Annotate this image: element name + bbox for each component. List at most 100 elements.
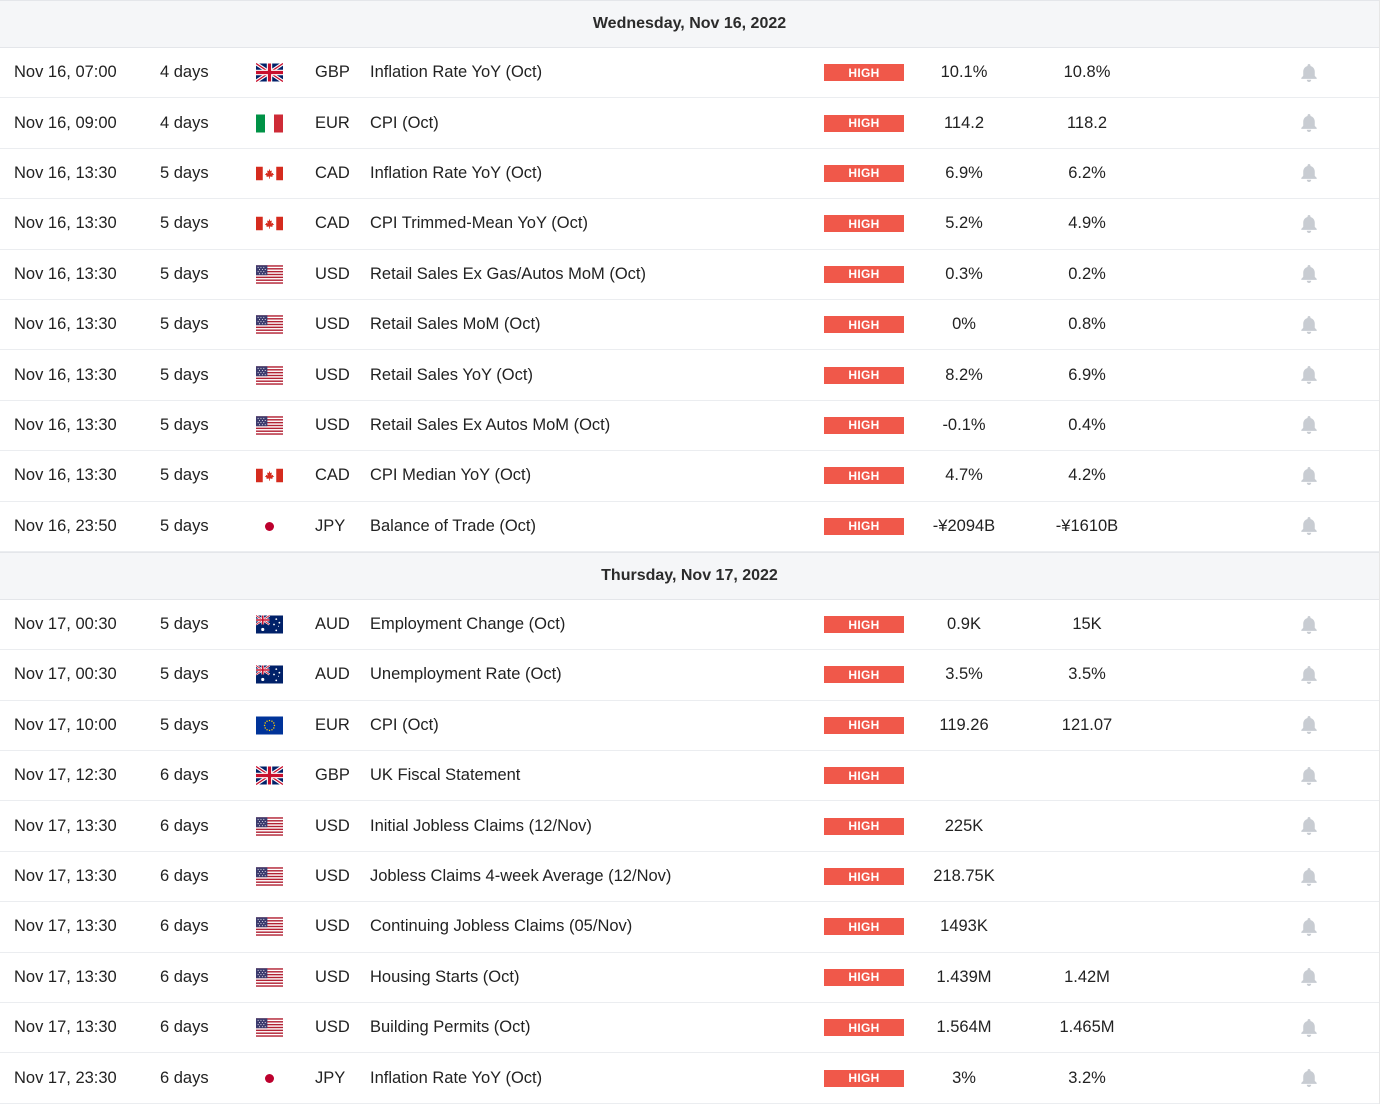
event-name[interactable]: Housing Starts (Oct) [370, 967, 520, 986]
currency-code: USD [315, 917, 350, 936]
event-name[interactable]: Retail Sales Ex Autos MoM (Oct) [370, 415, 611, 434]
event-name[interactable]: Employment Change (Oct) [370, 615, 566, 634]
event-time: Nov 16, 13:30 [14, 466, 117, 485]
bell-icon[interactable] [1298, 451, 1320, 500]
event-row[interactable]: Nov 16, 23:50 5 days JPY Balance of Trade (… [0, 502, 1379, 552]
event-row[interactable]: Nov 17, 12:30 6 days GBP UK Fiscal Statemen… [0, 751, 1379, 802]
bell-icon[interactable] [1298, 300, 1320, 349]
currency-code: USD [315, 1018, 350, 1037]
event-row[interactable]: Nov 17, 00:30 5 days AUD Unemployment Rate … [0, 650, 1379, 701]
bell-icon[interactable] [1298, 953, 1320, 1002]
event-row[interactable]: Nov 16, 13:30 5 days CAD CPI Median YoY (Oc… [0, 451, 1379, 502]
event-row[interactable]: Nov 16, 07:00 4 days GBP Inflation Rate YoY… [0, 48, 1379, 99]
event-name[interactable]: CPI (Oct) [370, 113, 439, 132]
actual-value: 225K [944, 816, 984, 835]
flag-ca-icon [256, 199, 283, 248]
forecast-value: 3.5% [1068, 665, 1106, 684]
actual-value: 0% [952, 315, 976, 334]
bell-icon[interactable] [1298, 48, 1320, 97]
bell-icon[interactable] [1298, 199, 1320, 248]
impact-badge: HIGH [824, 918, 904, 936]
bell-icon[interactable] [1298, 701, 1320, 750]
impact-cell: HIGH [824, 250, 904, 299]
flag-eu-icon [256, 701, 283, 750]
bell-icon[interactable] [1298, 149, 1320, 198]
forecast-value: 4.9% [1068, 214, 1106, 233]
event-row[interactable]: Nov 17, 00:30 5 days AUD Employment Change … [0, 600, 1379, 651]
event-name[interactable]: Unemployment Rate (Oct) [370, 665, 562, 684]
event-name[interactable]: Initial Jobless Claims (12/Nov) [370, 816, 592, 835]
event-time: Nov 16, 13:30 [14, 315, 117, 334]
bell-icon[interactable] [1298, 852, 1320, 901]
event-row[interactable]: Nov 16, 13:30 5 days CAD CPI Trimmed-Mean Y… [0, 199, 1379, 250]
impact-badge: HIGH [824, 1069, 904, 1087]
event-row[interactable]: Nov 16, 13:30 5 days USD Retail Sales MoM (… [0, 300, 1379, 351]
event-row[interactable]: Nov 16, 13:30 5 days USD Retail Sales YoY (… [0, 350, 1379, 401]
impact-cell: HIGH [824, 451, 904, 500]
event-row[interactable]: Nov 17, 13:30 6 days USD Continuing Jobless… [0, 902, 1379, 953]
event-row[interactable]: Nov 17, 13:30 6 days USD Building Permits (… [0, 1003, 1379, 1054]
day-header: Thursday, Nov 17, 2022 [0, 551, 1379, 600]
event-name[interactable]: CPI (Oct) [370, 715, 439, 734]
bell-icon[interactable] [1298, 801, 1320, 850]
event-name[interactable]: Balance of Trade (Oct) [370, 516, 536, 535]
event-row[interactable]: Nov 17, 10:00 5 days EUR CPI (Oct) HIGH 119.2… [0, 701, 1379, 752]
bell-icon[interactable] [1298, 401, 1320, 450]
actual-value: 5.2% [945, 214, 983, 233]
flag-ca-icon [256, 149, 283, 198]
event-name[interactable]: CPI Trimmed-Mean YoY (Oct) [370, 214, 588, 233]
impact-cell: HIGH [824, 600, 904, 649]
event-name[interactable]: Jobless Claims 4-week Average (12/Nov) [370, 867, 672, 886]
event-name[interactable]: Retail Sales Ex Gas/Autos MoM (Oct) [370, 264, 646, 283]
time-remaining: 4 days [160, 113, 209, 132]
event-name[interactable]: Retail Sales YoY (Oct) [370, 365, 533, 384]
bell-icon[interactable] [1298, 502, 1320, 551]
event-name[interactable]: Inflation Rate YoY (Oct) [370, 63, 543, 82]
event-row[interactable]: Nov 16, 09:00 4 days EUR CPI (Oct) HIGH 114.2… [0, 98, 1379, 149]
bell-icon[interactable] [1298, 650, 1320, 699]
impact-badge: HIGH [824, 467, 904, 485]
forecast-value [1037, 801, 1137, 850]
currency-code: USD [315, 867, 350, 886]
impact-cell: HIGH [824, 300, 904, 349]
event-time: Nov 17, 00:30 [14, 665, 117, 684]
bell-icon[interactable] [1298, 1003, 1320, 1052]
impact-cell: HIGH [824, 1003, 904, 1052]
event-row[interactable]: Nov 16, 13:30 5 days USD Retail Sales Ex Au… [0, 401, 1379, 452]
bell-icon[interactable] [1298, 600, 1320, 649]
event-row[interactable]: Nov 16, 13:30 5 days USD Retail Sales Ex Ga… [0, 250, 1379, 300]
event-name[interactable]: Inflation Rate YoY (Oct) [370, 1068, 543, 1087]
event-time: Nov 17, 13:30 [14, 917, 117, 936]
impact-cell: HIGH [824, 701, 904, 750]
flag-gb-icon [256, 751, 283, 800]
event-name[interactable]: Inflation Rate YoY (Oct) [370, 163, 543, 182]
event-row[interactable]: Nov 17, 13:30 6 days USD Jobless Claims 4-w… [0, 852, 1379, 903]
bell-icon[interactable] [1298, 98, 1320, 147]
forecast-value [1037, 902, 1137, 951]
time-remaining: 5 days [160, 415, 209, 434]
event-name[interactable]: UK Fiscal Statement [370, 766, 521, 785]
event-row[interactable]: Nov 17, 23:30 6 days JPY Inflation Rate YoY… [0, 1053, 1379, 1104]
actual-value: 114.2 [943, 113, 985, 132]
time-remaining: 5 days [160, 365, 209, 384]
event-name[interactable]: Building Permits (Oct) [370, 1018, 531, 1037]
forecast-value [1037, 852, 1137, 901]
event-time: Nov 16, 09:00 [14, 113, 117, 132]
bell-icon[interactable] [1298, 751, 1320, 800]
impact-badge: HIGH [824, 517, 904, 535]
currency-code: AUD [315, 665, 350, 684]
event-row[interactable]: Nov 16, 13:30 5 days CAD Inflation Rate YoY… [0, 149, 1379, 200]
event-name[interactable]: Continuing Jobless Claims (05/Nov) [370, 917, 633, 936]
bell-icon[interactable] [1298, 902, 1320, 951]
event-row[interactable]: Nov 17, 13:30 6 days USD Initial Jobless Cl… [0, 801, 1379, 852]
currency-code: USD [315, 365, 350, 384]
bell-icon[interactable] [1298, 250, 1320, 299]
time-remaining: 6 days [160, 1068, 209, 1087]
event-name[interactable]: CPI Median YoY (Oct) [370, 466, 532, 485]
currency-code: AUD [315, 615, 350, 634]
event-row[interactable]: Nov 17, 13:30 6 days USD Housing Starts (Oc… [0, 953, 1379, 1004]
bell-icon[interactable] [1298, 1053, 1320, 1102]
bell-icon[interactable] [1298, 350, 1320, 399]
event-name[interactable]: Retail Sales MoM (Oct) [370, 315, 541, 334]
impact-badge: HIGH [824, 215, 904, 233]
